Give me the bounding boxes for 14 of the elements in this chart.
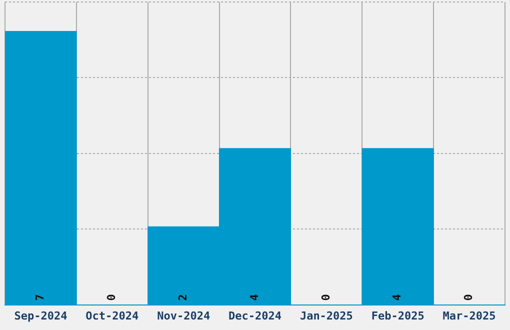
x-tick-label: Mar-2025 xyxy=(442,309,496,322)
x-tick-label: Feb-2025 xyxy=(371,309,424,322)
data-label: 4 xyxy=(390,294,404,301)
data-label: 0 xyxy=(105,294,118,301)
x-tick-label: Jan-2025 xyxy=(300,309,353,322)
data-label: 4 xyxy=(248,294,261,301)
data-label: 0 xyxy=(319,294,332,301)
x-tick-label: Dec-2024 xyxy=(228,309,282,322)
x-tick-label: Sep-2024 xyxy=(14,309,68,322)
x-tick-label: Oct-2024 xyxy=(86,309,140,322)
data-label: 0 xyxy=(462,294,476,301)
x-tick-label: Nov-2024 xyxy=(157,309,210,322)
data-label: 2 xyxy=(176,294,190,301)
data-label: 7 xyxy=(34,294,47,301)
